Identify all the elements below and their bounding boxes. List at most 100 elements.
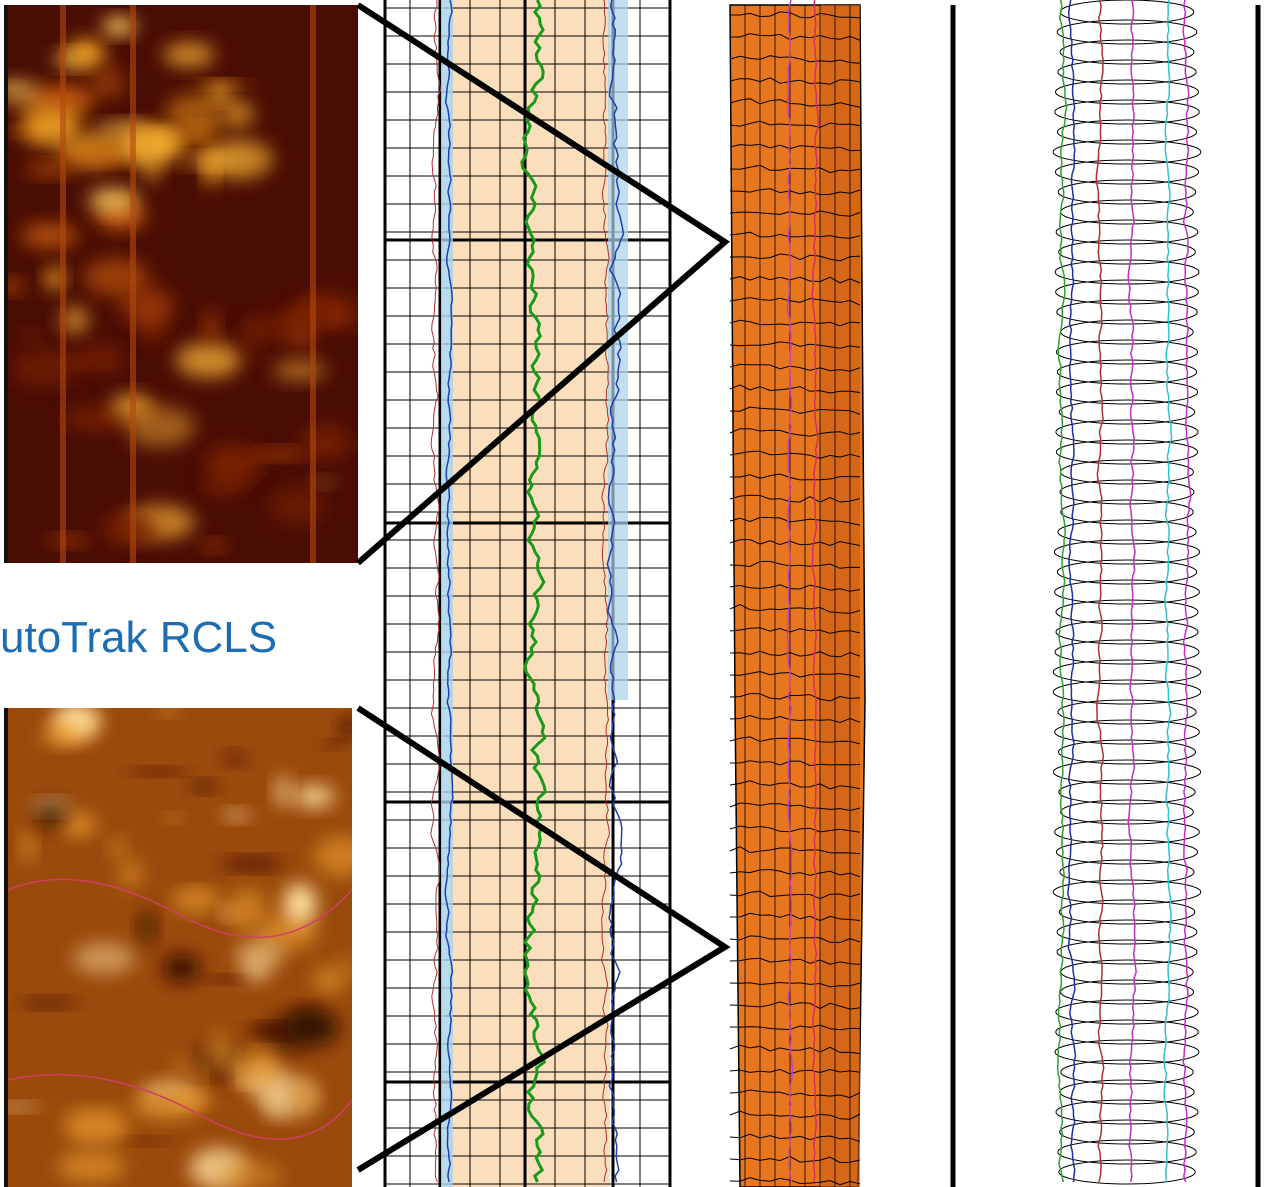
bedding-line: [8, 1073, 352, 1140]
curve: [606, 0, 625, 1183]
texture: [165, 813, 182, 822]
cylinder-ring: [729, 1044, 861, 1055]
texture: [194, 80, 252, 88]
cylinder-ring: [729, 736, 861, 745]
caliper-ring: [1059, 1079, 1195, 1105]
caliper-ring: [1056, 939, 1198, 965]
texture: [240, 320, 261, 361]
curve: [1163, 0, 1173, 1183]
curve: [520, 0, 547, 1183]
cylinder-ring: [729, 297, 861, 306]
cylinder-ring: [729, 406, 861, 415]
cylinder-ring: [729, 210, 861, 217]
texture: [109, 838, 127, 858]
cylinder-ring: [729, 120, 861, 128]
caliper-ring: [1054, 579, 1200, 605]
caliper-ring: [1055, 999, 1199, 1025]
texture: [72, 149, 126, 165]
cylinder-ring: [729, 604, 861, 614]
texture: [191, 781, 217, 792]
texture: [125, 406, 195, 448]
caliper-ring: [1058, 899, 1196, 925]
texture: [175, 342, 242, 378]
cylinder-ring: [729, 650, 861, 658]
image-edge: [4, 5, 8, 563]
texture: [220, 858, 285, 870]
texture: [88, 188, 139, 213]
curve: [786, 0, 794, 1183]
texture: [163, 42, 216, 68]
texture: [138, 909, 157, 946]
texture: [64, 1113, 129, 1144]
texture: [235, 939, 285, 970]
cylinder-ring: [729, 55, 861, 64]
caliper-track: [1052, 0, 1202, 1185]
cylinder-ring: [730, 33, 861, 41]
cylinder-ring: [730, 11, 861, 19]
texture: [251, 448, 309, 460]
texture: [72, 942, 136, 975]
texture: [311, 476, 335, 488]
caliper-ring: [1054, 259, 1200, 285]
cylinder-ring: [729, 692, 861, 702]
caliper-ring: [1060, 1059, 1194, 1085]
texture: [201, 540, 226, 552]
texture: [25, 162, 75, 177]
texture: [23, 330, 41, 341]
caliper-ring: [1052, 659, 1202, 685]
cylinder-ring: [729, 780, 861, 790]
texture: [172, 891, 220, 913]
caliper-ring: [1056, 19, 1198, 45]
texture: [20, 998, 78, 1008]
texture: [207, 84, 232, 103]
texture: [19, 108, 80, 147]
caliper-ring: [1057, 179, 1197, 205]
cylinder-ring: [729, 714, 861, 724]
caliper-ring: [1059, 1119, 1195, 1145]
cylinder-ring: [729, 253, 861, 262]
cylinder-ring: [729, 428, 861, 437]
texture: [57, 814, 97, 836]
caliper-ring: [1055, 419, 1199, 445]
cylinder-ring: [729, 670, 861, 678]
cylinder-ring: [729, 77, 861, 85]
texture: [158, 708, 179, 716]
cylinder-ring: [729, 1133, 861, 1143]
texture: [8, 1103, 43, 1111]
texture: [20, 222, 79, 249]
texture: [176, 154, 244, 168]
texture: [292, 1083, 317, 1110]
caliper-ring: [1058, 239, 1196, 265]
cylinder-ring: [729, 538, 861, 547]
caliper-ring: [1056, 119, 1198, 145]
texture: [218, 1160, 282, 1187]
texture: [60, 305, 89, 335]
texture: [339, 719, 352, 737]
cylinder-ring: [729, 319, 861, 327]
curve: [1182, 0, 1192, 1183]
texture: [286, 1009, 340, 1047]
zoom-pointer: [356, 705, 731, 1173]
cylinder-ring: [729, 341, 861, 349]
texture: [175, 1092, 214, 1106]
cylinder-ring: [729, 143, 861, 152]
caliper-ring: [1055, 599, 1199, 625]
caliper-ring: [1052, 139, 1202, 165]
cylinder-ring: [730, 760, 861, 767]
caliper-ring: [1054, 1039, 1200, 1065]
cylinder-ring: [729, 1068, 861, 1075]
curve: [444, 0, 454, 1183]
cylinder-ring: [729, 188, 861, 196]
log-track: [383, 0, 672, 1187]
image-log-bottom: [8, 708, 352, 1187]
texture: [8, 279, 25, 294]
cylinder-ring: [729, 1024, 861, 1031]
curve: [1067, 0, 1077, 1183]
caliper-ring: [1057, 59, 1197, 85]
image-edge: [4, 708, 8, 1187]
cylinder-ring: [729, 1177, 861, 1186]
texture: [338, 955, 352, 979]
texture: [102, 17, 137, 36]
